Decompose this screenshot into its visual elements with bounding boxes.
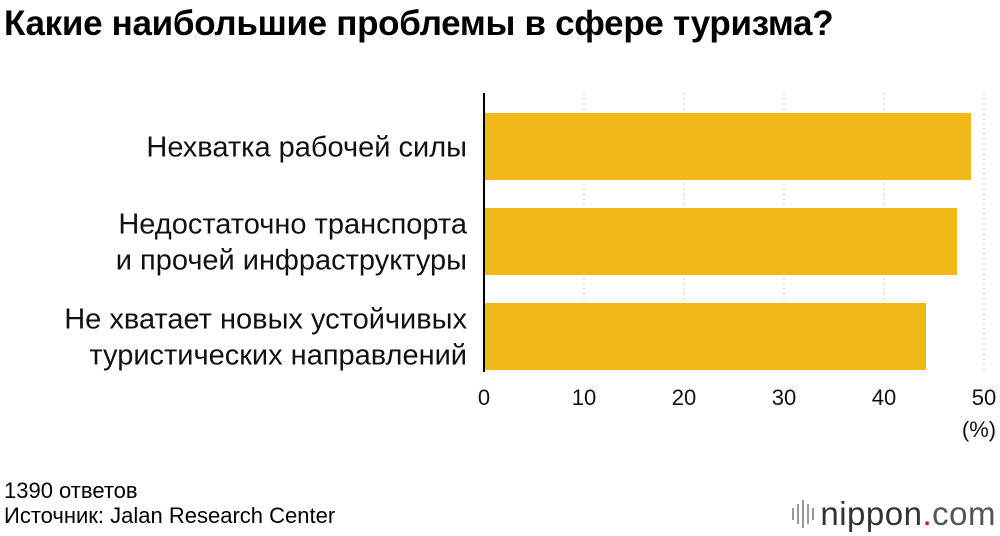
respondents-note: 1390 ответов: [4, 478, 138, 503]
bar: [484, 113, 971, 180]
x-tick-label: 10: [572, 385, 596, 410]
category-label: Недостаточно транспорта: [118, 209, 468, 241]
nippon-stripes-icon: [792, 500, 815, 528]
nippon-logo[interactable]: nippon.com: [792, 494, 996, 534]
brand-tld: com: [932, 495, 996, 532]
chart-title: Какие наибольшие проблемы в сфере туризм…: [4, 4, 834, 43]
category-label: и прочей инфраструктуры: [116, 245, 467, 277]
x-tick-label: 20: [672, 385, 696, 410]
bar-chart: Нехватка рабочей силы Недостаточно трансп…: [64, 93, 996, 442]
source-note: Источник: Jalan Research Center: [4, 503, 336, 528]
unit-label: (%): [962, 417, 996, 442]
tick-labels: 0 10 20 30 40 50: [478, 385, 996, 410]
bars: [484, 113, 971, 370]
brand-wordmark: nippon.com: [820, 495, 996, 533]
x-tick-label: 0: [478, 385, 490, 410]
bar: [484, 208, 957, 275]
category-labels: Нехватка рабочей силы Недостаточно трансп…: [64, 132, 468, 372]
x-tick-label: 40: [872, 385, 896, 410]
category-label: Не хватает новых устойчивых: [64, 304, 467, 336]
brand-dot: .: [922, 495, 933, 532]
category-label: туристических направлений: [89, 340, 467, 372]
x-tick-label: 30: [772, 385, 796, 410]
x-tick-label: 50: [972, 385, 996, 410]
bar: [484, 303, 926, 370]
brand-name: nippon: [820, 495, 923, 532]
category-label: Нехватка рабочей силы: [146, 132, 467, 164]
